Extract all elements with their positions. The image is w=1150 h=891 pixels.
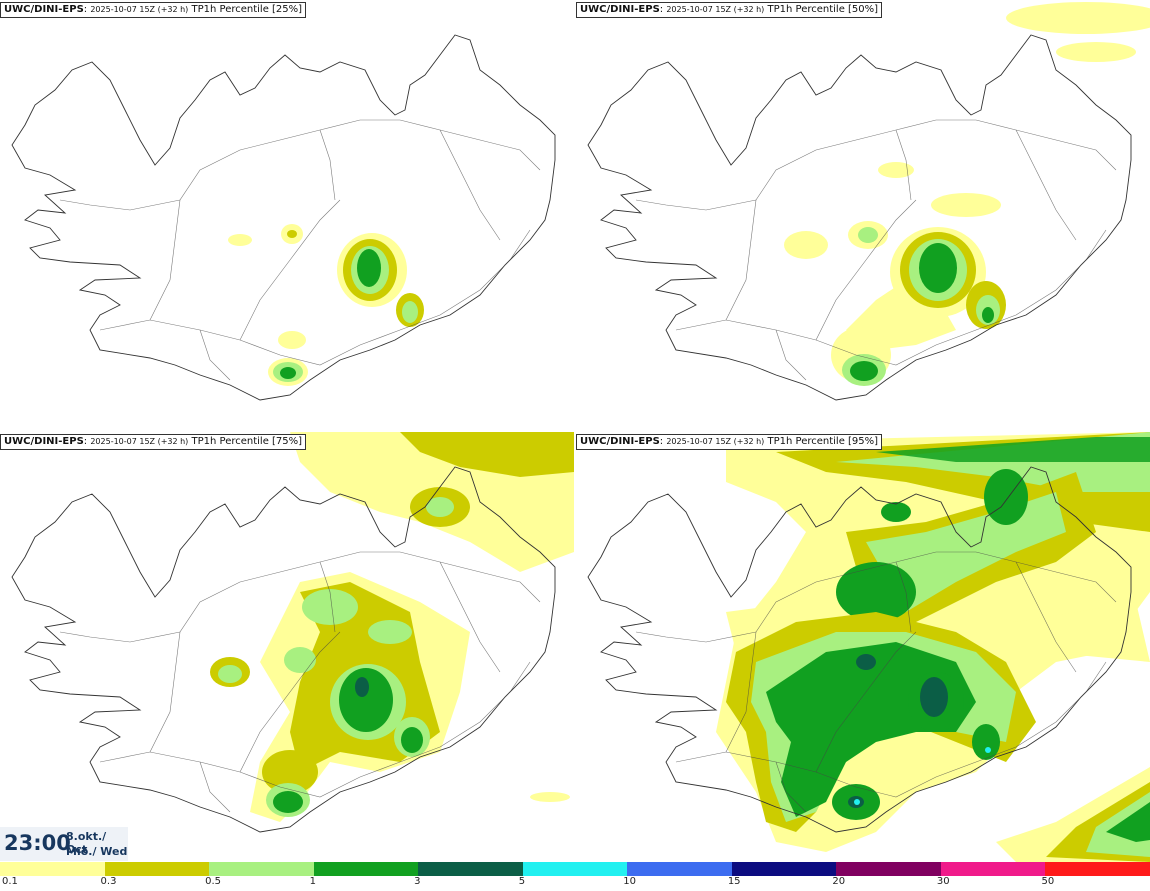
- valid-date-line1: 8.okt./ Oct: [66, 830, 107, 856]
- panel-title: UWC/DINI-EPS: 2025-10-07 15Z (+32 h) TP1…: [576, 434, 883, 450]
- legend-swatch: [104, 862, 210, 876]
- precip-field: [210, 432, 574, 822]
- legend-swatch: [0, 862, 105, 876]
- legend-ticks: 0.1 0.3 0.5 1 3 5 10 15 20 30 50: [0, 876, 1150, 891]
- valid-time-box: 23:00 8.okt./ Oct Mið./ Wed: [0, 827, 128, 861]
- legend-tick-label: 20: [832, 876, 846, 887]
- valid-time: 23:00: [4, 831, 71, 855]
- legend-swatch: [1045, 862, 1150, 876]
- precip-map: [11, 34, 556, 401]
- legend-tick-label: 10: [623, 876, 636, 887]
- legend-tick-label: 0.1: [2, 876, 18, 887]
- color-legend: [0, 862, 1150, 876]
- legend-swatch: [209, 862, 314, 876]
- map-panel-p75: UWC/DINI-EPS: 2025-10-07 15Z (+32 h) TP1…: [0, 432, 574, 862]
- panel-title: UWC/DINI-EPS: 2025-10-07 15Z (+32 h) TP1…: [0, 2, 307, 18]
- legend-swatch: [418, 862, 523, 876]
- precip-map: [11, 432, 574, 833]
- legend-tick-label: 30: [936, 876, 950, 887]
- map-panel-p25: UWC/DINI-EPS: 2025-10-07 15Z (+32 h) TP1…: [0, 0, 574, 430]
- legend-swatch: [731, 862, 837, 876]
- legend-swatch: [940, 862, 1046, 876]
- valid-date-line2: Mið./ Wed: [66, 845, 128, 858]
- panel-title: UWC/DINI-EPS: 2025-10-07 15Z (+32 h) TP1…: [576, 2, 883, 18]
- precip-map: [587, 2, 1150, 401]
- precip-field: [784, 2, 1150, 386]
- legend-tick-label: 1: [309, 876, 316, 887]
- precip-map: [587, 432, 1150, 862]
- legend-swatch: [522, 862, 628, 876]
- legend-tick-label: 50: [1041, 876, 1055, 887]
- panel-title: UWC/DINI-EPS: 2025-10-07 15Z (+32 h) TP1…: [0, 434, 307, 450]
- precip-field: [716, 432, 1150, 862]
- legend-tick-label: 5: [518, 876, 526, 887]
- precip-field: [228, 224, 424, 386]
- legend-tick-label: 15: [727, 876, 741, 887]
- legend-swatch: [627, 862, 732, 876]
- map-panel-p50: UWC/DINI-EPS: 2025-10-07 15Z (+32 h) TP1…: [576, 0, 1150, 430]
- legend-tick-label: 3: [414, 876, 421, 887]
- map-panel-p95: UWC/DINI-EPS: 2025-10-07 15Z (+32 h) TP1…: [576, 432, 1150, 862]
- legend-swatch: [836, 862, 941, 876]
- legend-swatch: [313, 862, 419, 876]
- legend-tick-label: 0.5: [205, 876, 221, 887]
- legend-tick-label: 0.3: [100, 876, 117, 887]
